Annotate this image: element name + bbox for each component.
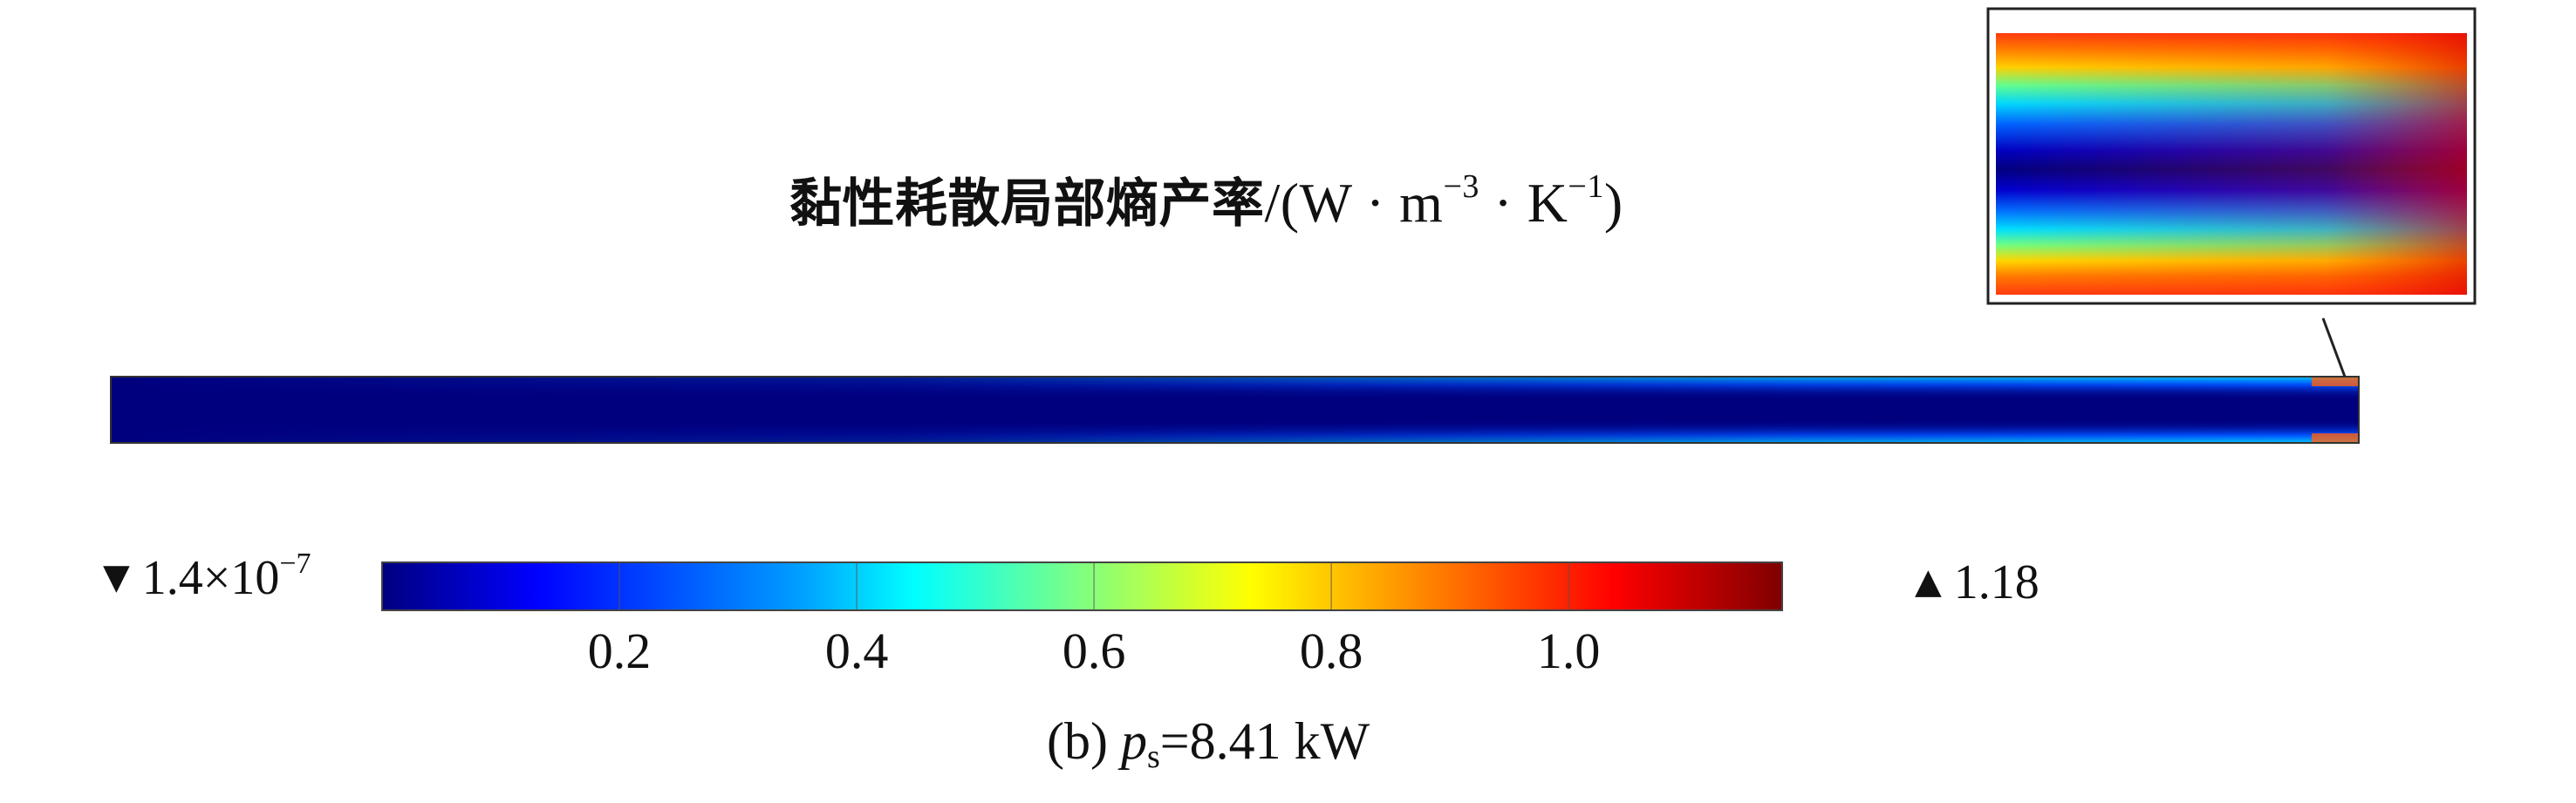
min-triangle-icon: ▼ (103, 557, 130, 597)
colorbar-tick-label: 0.6 (1062, 623, 1126, 679)
pipe-outlet-hotspot-top (2312, 378, 2359, 386)
title-units-mid: · K (1479, 172, 1568, 234)
zoom-leader-line (2321, 317, 2347, 378)
title-quantity: 黏性耗散局部熵产率 (789, 174, 1265, 235)
pipe-domain (110, 376, 2360, 444)
colorbar-gradient (382, 562, 1782, 610)
colorbar (381, 561, 1783, 611)
zoom-inset-hot-edge (1996, 33, 2467, 295)
plot-title: 黏性耗散局部熵产率/(W · m−3 · K−1) (789, 170, 1623, 231)
colorbar-outline (381, 561, 1783, 611)
zoom-inset (1986, 7, 2477, 305)
colorbar-max-value: 1.18 (1953, 555, 2040, 609)
figure-caption: (b) ps=8.41 kW (1047, 715, 1370, 773)
title-units-exp1: −3 (1443, 168, 1479, 205)
colorbar-tick-label: 0.4 (824, 623, 889, 679)
colorbar-ticks (618, 562, 1569, 610)
max-triangle-icon: ▲ (1915, 561, 1942, 602)
colorbar-tick-label: 0.2 (587, 623, 652, 679)
pipe-outlet-hotspot-bottom (2312, 433, 2359, 442)
pipe-outline (110, 376, 2360, 444)
caption-value: =8.41 kW (1159, 712, 1370, 770)
zoom-inset-frame (1986, 7, 2477, 305)
colorbar-min-exp: −7 (279, 548, 311, 580)
colorbar-tick-label: 0.8 (1299, 623, 1363, 679)
title-units-prefix: /(W · m (1264, 172, 1444, 234)
title-units-exp2: −1 (1568, 168, 1604, 205)
title-units-suffix: ) (1603, 172, 1623, 234)
colorbar-min-mantissa: 1.4×10 (141, 551, 280, 605)
pipe-wall-gradient (111, 377, 2359, 443)
colorbar-tick-label: 1.0 (1536, 623, 1601, 679)
caption-subscript: s (1146, 738, 1160, 775)
colorbar-max-label: ▲ 1.18 (1915, 558, 2040, 607)
colorbar-min-label: ▼ 1.4×10−7 (103, 548, 311, 605)
caption-variable: p (1120, 712, 1147, 770)
caption-prefix: (b) (1047, 712, 1121, 770)
